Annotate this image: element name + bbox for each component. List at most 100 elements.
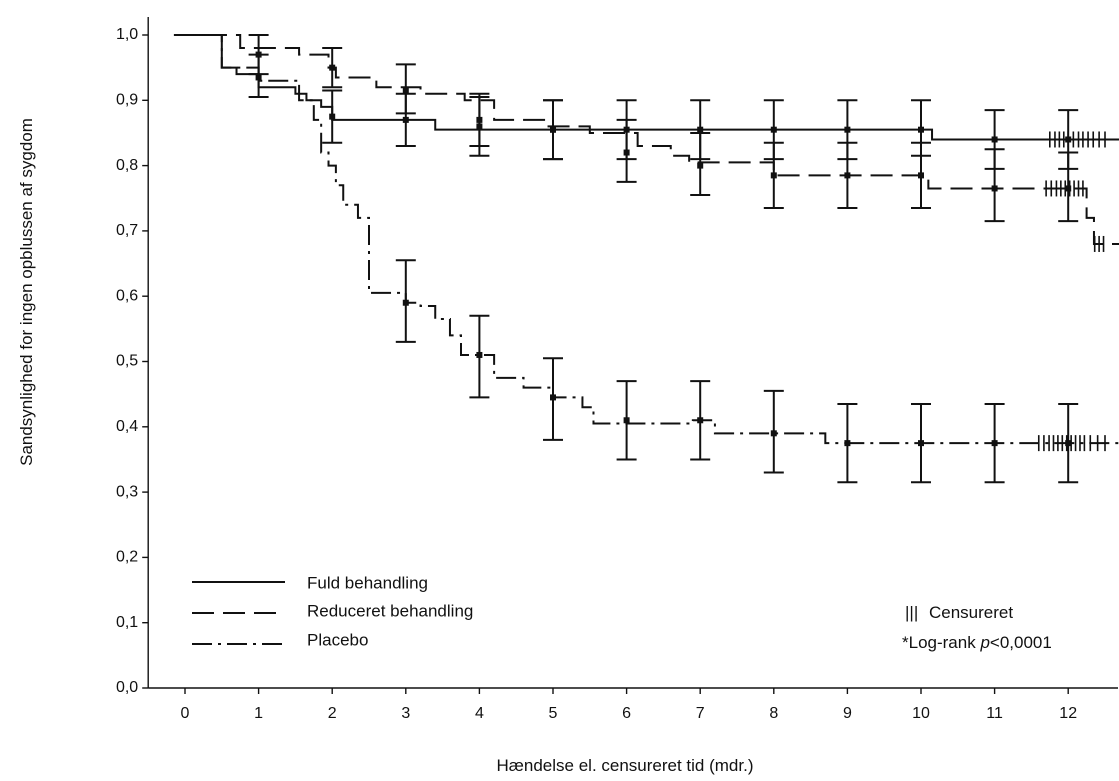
y-tick-label: 0,2 — [116, 549, 138, 566]
y-tick-label: 0,9 — [116, 92, 138, 109]
error-bar — [469, 314, 490, 399]
y-tick-label: 1,0 — [116, 26, 138, 43]
x-tick-label: 4 — [475, 705, 484, 722]
x-tick-label: 1 — [254, 705, 263, 722]
legend-label-reduceret: Reduceret behandling — [307, 601, 473, 620]
logrank-value: <0,0001 — [990, 633, 1052, 652]
error-bar — [543, 99, 563, 161]
x-tick-label: 7 — [696, 705, 705, 722]
data-point — [329, 113, 336, 120]
data-point — [255, 51, 262, 58]
censor-symbol: ||| — [905, 603, 918, 622]
ticks: 0,00,10,20,30,40,50,60,70,80,91,00 1 2 3 4 5 6… — [116, 26, 1077, 722]
series-line — [173, 34, 1119, 445]
error-bar — [1058, 151, 1079, 223]
error-bar — [763, 141, 784, 210]
y-tick-label: 0,4 — [116, 418, 138, 435]
censor-label: ||| Censureret — [905, 603, 1013, 622]
error-bar — [322, 89, 343, 144]
data-point — [550, 394, 556, 401]
data-point — [918, 440, 924, 447]
y-tick-label: 0,6 — [116, 287, 138, 304]
data-point — [1065, 185, 1072, 192]
y-tick-label: 0,1 — [116, 614, 138, 631]
legend: Fuld behandling Reduceret behandling Pla… — [192, 573, 473, 649]
error-bar — [1058, 402, 1079, 484]
axes — [147, 17, 1118, 689]
censor-marks — [1045, 180, 1105, 252]
data-point — [476, 116, 483, 123]
data-point — [844, 440, 851, 447]
data-point — [697, 162, 704, 169]
data-point — [770, 172, 777, 179]
error-bar — [763, 389, 784, 474]
logrank-p: p — [979, 633, 989, 652]
x-tick-label: 8 — [769, 705, 778, 722]
y-tick-label: 0,8 — [116, 157, 138, 174]
data-point — [918, 126, 924, 133]
series-line — [173, 34, 1119, 141]
error-bar — [911, 141, 931, 210]
error-bar — [469, 92, 490, 148]
data-point — [770, 430, 777, 437]
error-bar — [395, 63, 416, 115]
series-line — [173, 34, 1119, 245]
x-tick-label: 5 — [549, 705, 558, 722]
y-tick-label: 0,0 — [116, 679, 138, 696]
error-bar — [690, 380, 711, 461]
error-bar — [984, 148, 1005, 223]
logrank-label: *Log-rank p<0,0001 — [902, 633, 1052, 652]
x-tick-label: 11 — [986, 705, 1003, 722]
error-bar — [837, 402, 858, 484]
censor-marks — [1037, 435, 1106, 452]
censor-text: Censureret — [929, 603, 1013, 622]
error-bar — [543, 357, 563, 441]
x-tick-label: 9 — [843, 705, 852, 722]
y-tick-label: 0,7 — [116, 222, 138, 239]
data-point — [770, 126, 777, 133]
data-point — [1065, 440, 1072, 447]
y-axis-title: Sandsynlighed for ingen opblussen af syg… — [17, 118, 36, 466]
x-axis-title: Hændelse el. censureret tid (mdr.) — [497, 756, 754, 775]
x-tick-label: 3 — [401, 705, 410, 722]
y-tick-label: 0,3 — [116, 483, 138, 500]
censor-marks — [1049, 131, 1106, 148]
data-point — [697, 417, 704, 424]
data-point — [844, 172, 851, 179]
data-point — [402, 116, 409, 123]
data-point — [255, 74, 262, 81]
series-2 — [173, 34, 1119, 252]
error-bar — [984, 402, 1005, 484]
data-point — [918, 172, 924, 179]
error-bar — [911, 402, 931, 484]
data-point — [476, 351, 483, 358]
data-point — [402, 87, 409, 94]
series-3 — [173, 34, 1119, 484]
logrank-prefix: *Log-rank — [902, 633, 980, 652]
data-point — [991, 136, 998, 143]
data-point — [844, 126, 851, 133]
data-point — [991, 440, 998, 447]
x-tick-label: 12 — [1059, 705, 1077, 722]
error-bar — [395, 259, 416, 343]
x-tick-label: 10 — [912, 705, 930, 722]
y-tick-label: 0,5 — [116, 353, 138, 370]
x-tick-label: 2 — [328, 705, 337, 722]
x-tick-label: 6 — [622, 705, 631, 722]
legend-label-placebo: Placebo — [307, 630, 368, 649]
data-point — [697, 126, 704, 133]
error-bar — [616, 380, 637, 461]
data-point — [402, 299, 409, 306]
data-point — [329, 64, 336, 71]
error-bar — [690, 131, 711, 196]
data-point — [623, 417, 630, 424]
x-tick-label: 0 — [181, 705, 190, 722]
error-bar — [616, 118, 637, 183]
data-point — [623, 149, 630, 156]
legend-label-fuld: Fuld behandling — [307, 573, 428, 592]
data-point — [991, 185, 998, 192]
error-bar — [837, 141, 858, 210]
series-layer — [173, 34, 1119, 484]
error-bar — [322, 47, 343, 89]
